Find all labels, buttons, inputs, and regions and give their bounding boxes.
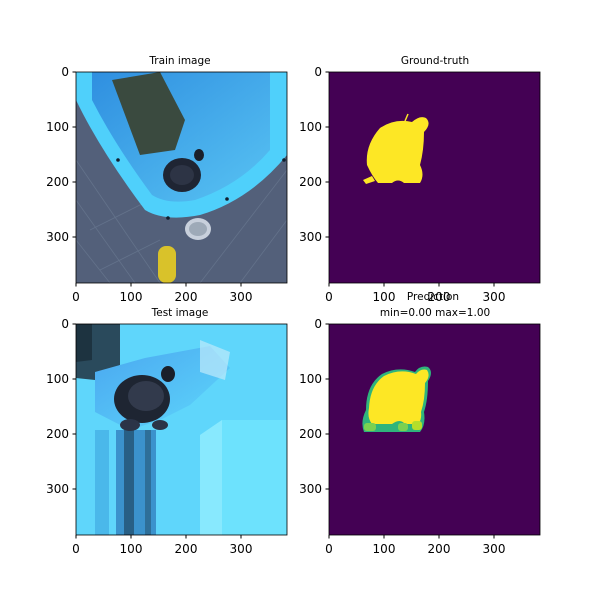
- y-axis: 0 100 200 300: [46, 317, 76, 496]
- panel-title: Train image: [148, 55, 210, 67]
- panel-subtitle: min=0.00 max=1.00: [380, 307, 490, 319]
- x-tick-label: 300: [230, 542, 253, 556]
- test-image: [76, 324, 287, 535]
- y-axis: 0 100 200 300: [46, 65, 76, 244]
- axes-frame: [75, 71, 288, 284]
- x-tick-label: 300: [483, 290, 506, 304]
- y-tick-label: 200: [46, 427, 69, 441]
- panel-title: Test image: [151, 307, 209, 319]
- panel-test: Test image: [46, 307, 288, 556]
- panel-train: Train image: [46, 55, 288, 304]
- x-axis: 0 100 200 300: [325, 535, 505, 556]
- y-tick-label: 300: [299, 230, 322, 244]
- y-tick-label: 0: [314, 65, 322, 79]
- x-tick-label: 100: [373, 290, 396, 304]
- y-tick-label: 100: [46, 372, 69, 386]
- x-axis: 0 100 200 300: [72, 535, 252, 556]
- panel-ground-truth: Ground-truth 0 100 200 300 0 100 200 300: [299, 55, 541, 304]
- y-tick-label: 100: [46, 120, 69, 134]
- x-axis: 0 100 200 300: [72, 283, 252, 304]
- axes-frame: [328, 323, 541, 536]
- x-tick-label: 100: [120, 290, 143, 304]
- prediction-mask: [329, 324, 540, 535]
- y-tick-label: 0: [61, 317, 69, 331]
- y-tick-label: 300: [46, 482, 69, 496]
- y-axis: 0 100 200 300: [299, 317, 329, 496]
- train-image: [75, 72, 288, 284]
- y-tick-label: 300: [299, 482, 322, 496]
- x-tick-label: 0: [325, 542, 333, 556]
- axes-frame: [328, 71, 541, 284]
- y-tick-label: 200: [299, 427, 322, 441]
- x-tick-label: 200: [428, 290, 451, 304]
- y-tick-label: 0: [314, 317, 322, 331]
- panel-title: Prediction: [407, 291, 459, 303]
- x-tick-label: 300: [483, 542, 506, 556]
- panel-prediction: Prediction min=0.00 max=1.00 0 100 200 3…: [299, 291, 541, 556]
- x-tick-label: 0: [325, 290, 333, 304]
- ground-truth-mask: [329, 72, 540, 283]
- y-tick-label: 100: [299, 372, 322, 386]
- x-tick-label: 0: [72, 542, 80, 556]
- y-tick-label: 100: [299, 120, 322, 134]
- axes-frame: [75, 323, 288, 536]
- y-tick-label: 200: [299, 175, 322, 189]
- x-tick-label: 100: [120, 542, 143, 556]
- y-axis: 0 100 200 300: [299, 65, 329, 244]
- y-tick-label: 0: [61, 65, 69, 79]
- panel-title: Ground-truth: [401, 55, 469, 67]
- y-tick-label: 300: [46, 230, 69, 244]
- x-axis: 0 100 200 300: [325, 283, 505, 304]
- x-tick-label: 200: [175, 542, 198, 556]
- x-tick-label: 300: [230, 290, 253, 304]
- x-tick-label: 200: [175, 290, 198, 304]
- x-tick-label: 200: [428, 542, 451, 556]
- x-tick-label: 100: [373, 542, 396, 556]
- y-tick-label: 200: [46, 175, 69, 189]
- x-tick-label: 0: [72, 290, 80, 304]
